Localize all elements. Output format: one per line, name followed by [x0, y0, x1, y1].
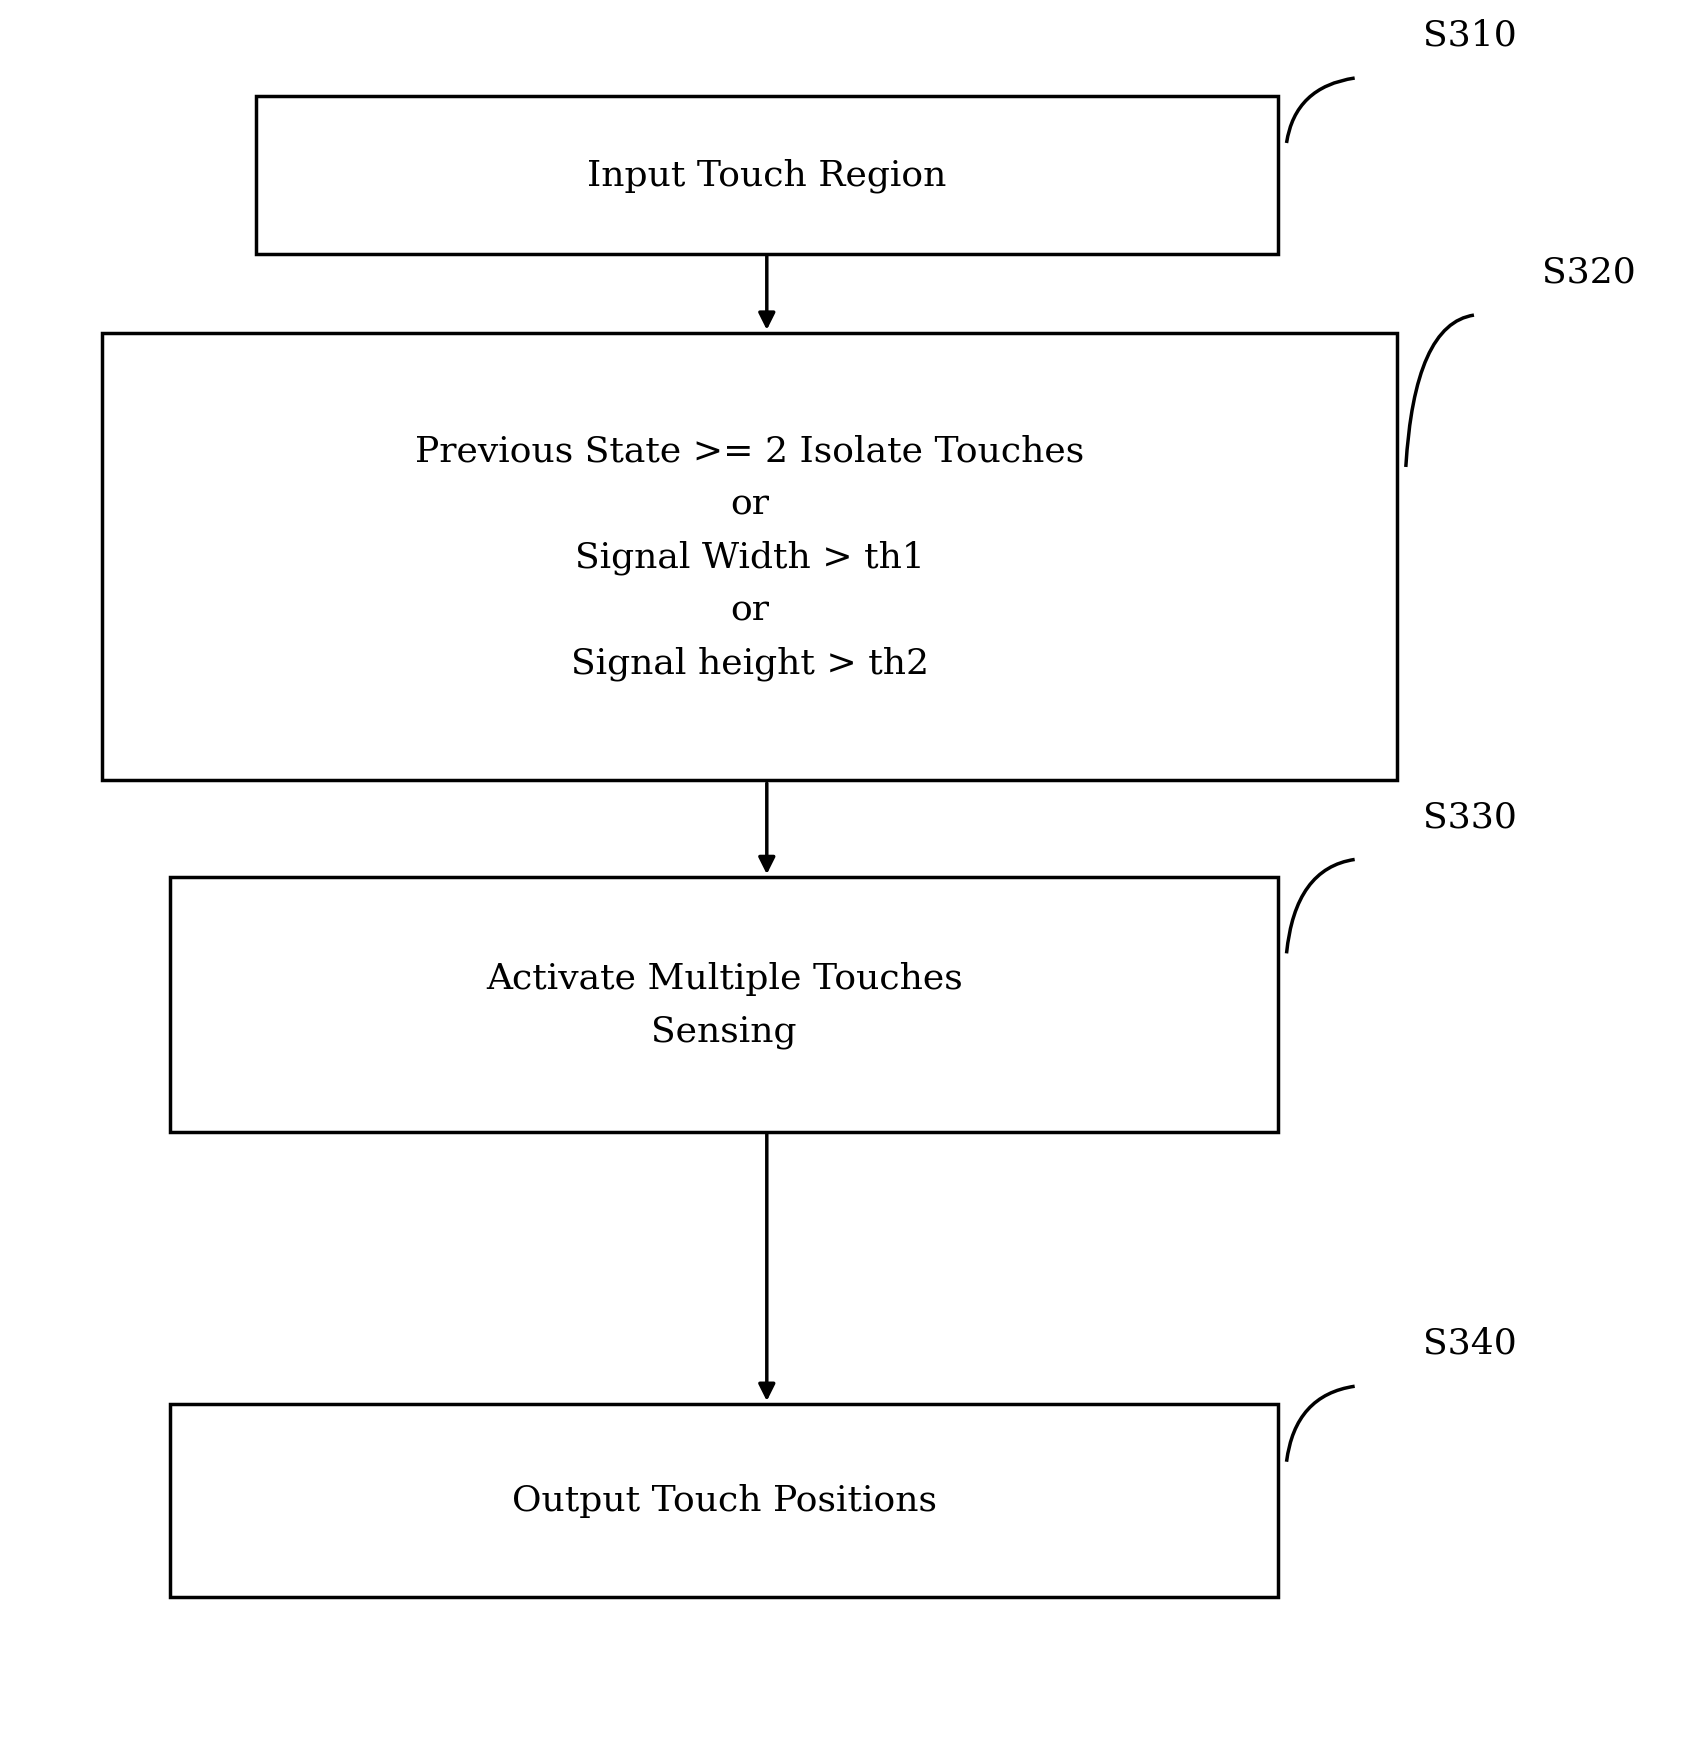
Bar: [102, 333, 1397, 781]
Text: Output Touch Positions: Output Touch Positions: [511, 1483, 937, 1518]
Text: S310: S310: [1423, 19, 1517, 53]
Text: Activate Multiple Touches
Sensing: Activate Multiple Touches Sensing: [486, 962, 963, 1048]
Text: S340: S340: [1423, 1327, 1517, 1360]
Bar: [170, 878, 1278, 1132]
Bar: [170, 1404, 1278, 1597]
Bar: [256, 97, 1278, 254]
Text: Previous State >= 2 Isolate Touches
or
Signal Width > th1
or
Signal height > th2: Previous State >= 2 Isolate Touches or S…: [416, 433, 1084, 681]
Text: S320: S320: [1542, 256, 1636, 290]
Text: S330: S330: [1423, 800, 1517, 834]
Text: Input Touch Region: Input Touch Region: [588, 158, 946, 193]
